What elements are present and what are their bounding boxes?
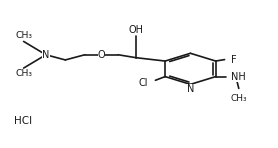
Text: HCl: HCl: [14, 116, 32, 126]
Text: Cl: Cl: [139, 78, 148, 88]
Text: CH₃: CH₃: [230, 94, 247, 103]
Text: N: N: [42, 50, 49, 60]
Text: NH: NH: [231, 72, 246, 82]
Text: N: N: [187, 84, 194, 94]
Text: CH₃: CH₃: [15, 31, 32, 40]
Text: OH: OH: [129, 25, 144, 35]
Text: F: F: [231, 55, 237, 65]
Text: O: O: [98, 50, 105, 60]
Text: CH₃: CH₃: [15, 69, 32, 78]
